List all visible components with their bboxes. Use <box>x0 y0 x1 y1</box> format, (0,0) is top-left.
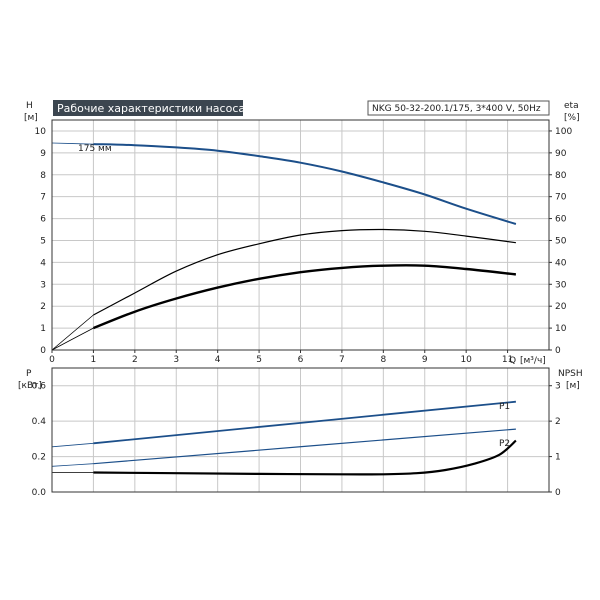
efficiency-curve-lead <box>51 314 94 351</box>
y-left-tick-label: 9 <box>40 149 46 159</box>
top-tick-labels: 0 1 2 3 4 5 6 7 8 9 10 1101234567891001020304050607… <box>35 127 573 365</box>
p1-curve <box>93 400 516 445</box>
y-right-tick-label: 10 <box>555 324 567 334</box>
p-tick-label: 0.2 <box>32 453 46 463</box>
y-left-tick-label: 2 <box>40 302 46 312</box>
x-unit-q: [м³/ч] <box>520 356 546 366</box>
y-left-label-p: P <box>26 369 32 379</box>
y-right-label-npsh: NPSH <box>558 369 583 379</box>
y-left-tick-label: 3 <box>40 280 46 290</box>
p2-curve <box>93 428 516 465</box>
y-left-tick-label: 10 <box>35 127 47 137</box>
y-right-tick-label: 90 <box>555 149 567 159</box>
x-tick-label: 2 <box>132 355 138 365</box>
title-background <box>53 100 243 116</box>
model-box <box>367 100 550 116</box>
bottom-tick-labels: 0.0 0.2 0.4 0.6 0 1 2 3 <box>32 382 561 498</box>
y-left-tick-label: 1 <box>40 324 46 334</box>
chart-title: Рабочие характеристики насоса <box>57 102 245 115</box>
y-left-unit-p: [кВт] <box>18 381 42 391</box>
x-label-q: Q <box>509 356 516 366</box>
x-tick-label: 9 <box>422 355 428 365</box>
y-right-tick-label: 40 <box>555 258 567 268</box>
y-right-tick-label: 80 <box>555 171 567 181</box>
impeller-label: 175 мм <box>78 144 112 154</box>
y-left-tick-label: 7 <box>40 193 46 203</box>
npsh-like-head-curve <box>92 264 517 330</box>
y-left-tick-label: 0 <box>40 346 46 356</box>
p2-curve-lead <box>51 463 94 467</box>
y-right-tick-label: 60 <box>555 215 567 225</box>
y-left-unit-h: [м] <box>24 113 38 123</box>
x-tick-label: 4 <box>215 355 221 365</box>
head-curve-lead <box>51 142 94 145</box>
npsh-like-head-curve-lead <box>51 327 94 351</box>
y-right-label-eta: eta <box>564 101 579 111</box>
p1-curve-lead <box>51 442 94 448</box>
x-tick-label: 10 <box>460 355 472 365</box>
x-tick-label: 3 <box>173 355 179 365</box>
npsh-tick-label: 0 <box>555 488 561 498</box>
y-right-tick-label: 100 <box>555 127 572 137</box>
bottom-plot-frame <box>51 367 550 493</box>
head-curve <box>93 143 517 225</box>
y-left-tick-label: 6 <box>40 215 46 225</box>
x-tick-label: 7 <box>339 355 345 365</box>
efficiency-curve <box>93 228 516 316</box>
npsh-tick-label: 1 <box>555 453 561 463</box>
y-right-unit-eta: [%] <box>564 113 580 123</box>
y-right-unit-npsh: [м] <box>566 381 580 391</box>
y-right-tick-label: 0 <box>555 346 561 356</box>
p-tick-label: 0.6 <box>32 382 47 392</box>
x-tick-label: 6 <box>298 355 304 365</box>
p2-label: P2 <box>499 439 510 449</box>
y-left-tick-label: 8 <box>40 171 46 181</box>
y-left-tick-label: 4 <box>40 258 46 268</box>
x-tick-label: 1 <box>91 355 97 365</box>
p1-label: P1 <box>499 402 510 412</box>
y-right-tick-label: 20 <box>555 302 567 312</box>
model-label: NKG 50-32-200.1/175, 3*400 V, 50Hz <box>372 104 541 114</box>
y-left-tick-label: 5 <box>40 236 46 246</box>
npsh-tick-label: 3 <box>555 382 561 392</box>
x-tick-label: 5 <box>256 355 262 365</box>
x-tick-label: 8 <box>380 355 386 365</box>
p-tick-label: 0.0 <box>32 488 47 498</box>
x-tick-label: 0 <box>49 355 55 365</box>
x-tick-label: 11 <box>502 355 513 365</box>
p-tick-label: 0.4 <box>32 417 47 427</box>
y-right-tick-label: 30 <box>555 280 567 290</box>
y-right-tick-label: 70 <box>555 193 567 203</box>
top-plot-frame <box>51 119 550 351</box>
curves <box>51 142 517 476</box>
npsh-tick-label: 2 <box>555 417 561 427</box>
y-right-tick-label: 50 <box>555 236 567 246</box>
bottom-grid <box>52 368 550 492</box>
npsh-curve <box>93 439 517 476</box>
y-left-label-h: H <box>26 101 33 111</box>
